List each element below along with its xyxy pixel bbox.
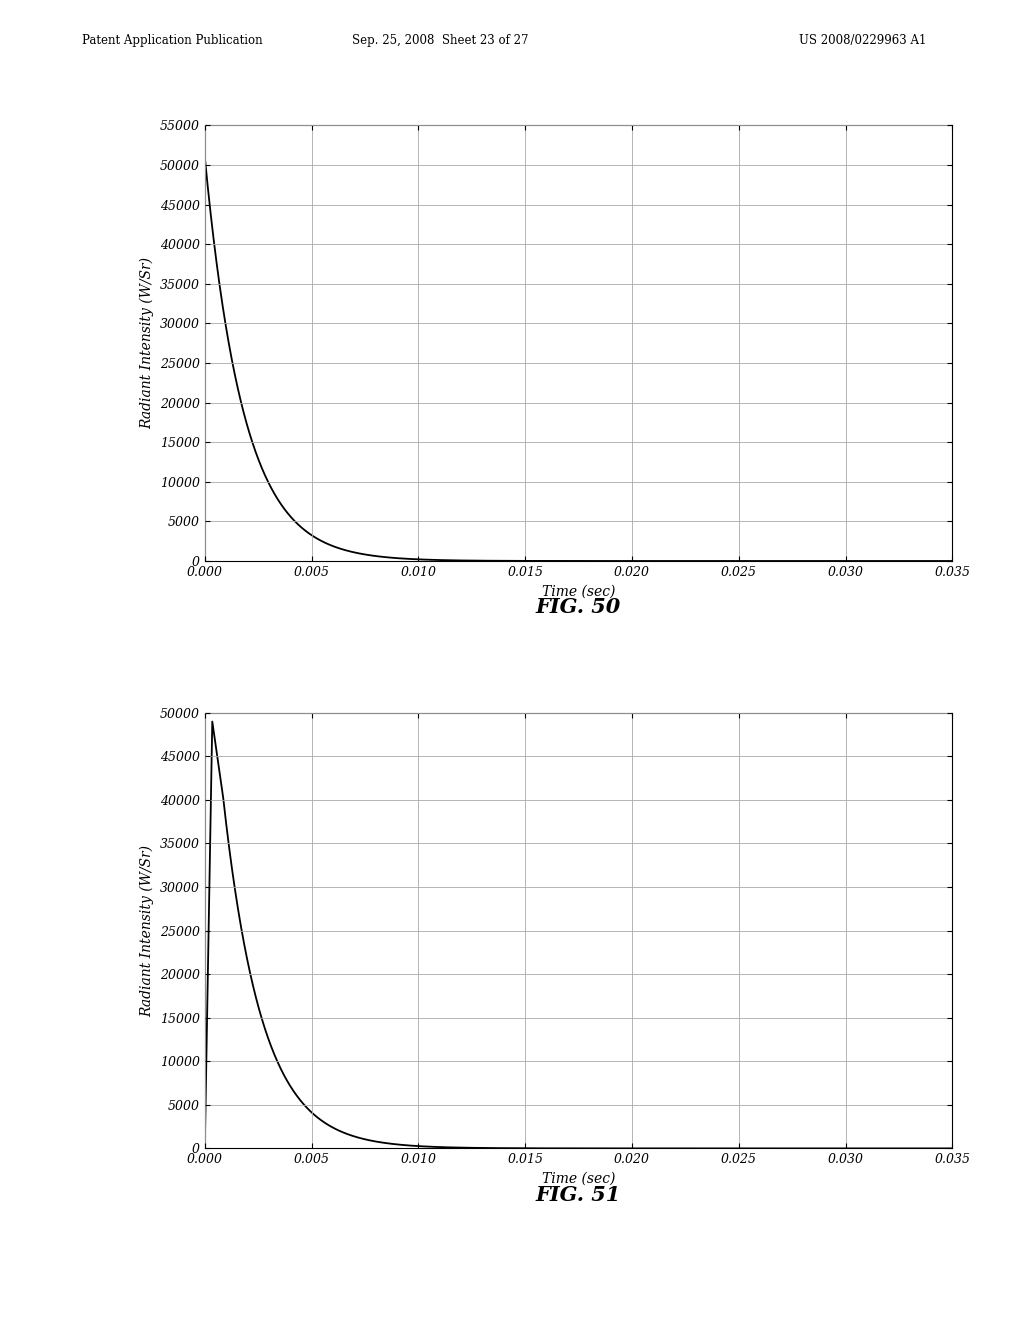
Text: Patent Application Publication: Patent Application Publication xyxy=(82,34,262,48)
Y-axis label: Radiant Intensity (W/Sr): Radiant Intensity (W/Sr) xyxy=(140,257,155,429)
Text: US 2008/0229963 A1: US 2008/0229963 A1 xyxy=(799,34,926,48)
X-axis label: Time (sec): Time (sec) xyxy=(542,585,615,598)
Text: FIG. 50: FIG. 50 xyxy=(536,597,622,616)
X-axis label: Time (sec): Time (sec) xyxy=(542,1172,615,1185)
Text: Sep. 25, 2008  Sheet 23 of 27: Sep. 25, 2008 Sheet 23 of 27 xyxy=(352,34,528,48)
Y-axis label: Radiant Intensity (W/Sr): Radiant Intensity (W/Sr) xyxy=(140,845,155,1016)
Text: FIG. 51: FIG. 51 xyxy=(536,1185,622,1205)
